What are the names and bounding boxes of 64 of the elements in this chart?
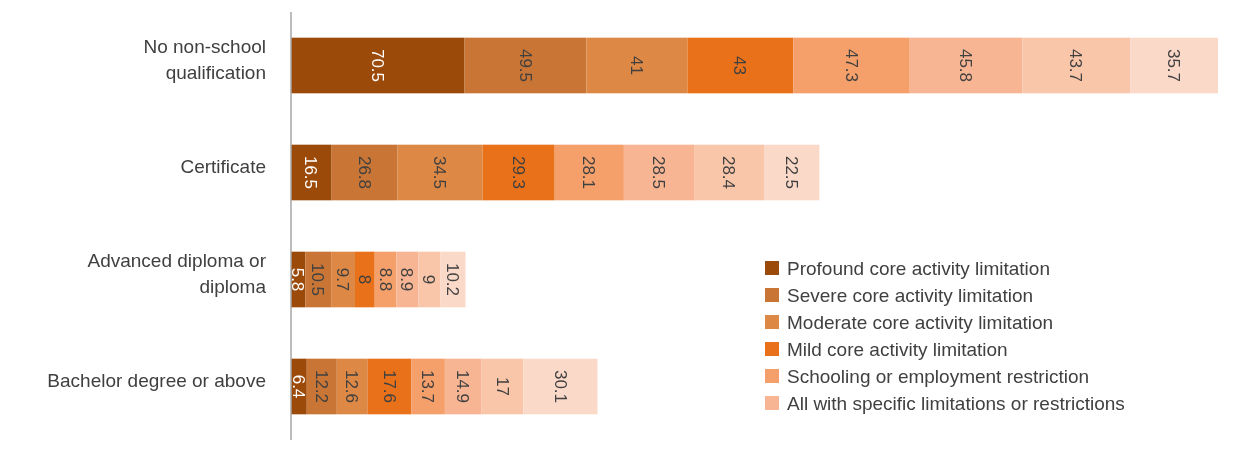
bar	[1022, 37, 1131, 94]
data-label: 12.6	[342, 369, 362, 404]
legend-label: All with specific limitations or restrictions	[787, 392, 1125, 414]
data-label: 9	[419, 274, 439, 285]
bar	[793, 37, 910, 94]
data-label: 28.5	[649, 155, 669, 190]
bar	[464, 37, 587, 94]
bar	[397, 144, 483, 201]
legend-label: Profound core activity limitation	[787, 257, 1050, 279]
bar	[586, 37, 688, 94]
bar	[694, 144, 764, 201]
data-label: 17	[492, 377, 512, 396]
bar	[623, 144, 695, 201]
bar	[444, 358, 482, 415]
y-tick-label: Certificate	[180, 155, 266, 177]
data-label: 30.1	[550, 369, 570, 404]
data-label: 12.2	[311, 369, 331, 404]
data-label: 43.7	[1066, 48, 1086, 83]
data-label: 10.5	[308, 262, 328, 297]
bar	[763, 144, 820, 201]
data-label: 14.9	[453, 369, 473, 404]
data-label: 8.9	[397, 267, 417, 292]
bar	[291, 37, 465, 94]
legend-label: Schooling or employment restriction	[787, 365, 1090, 387]
bar	[909, 37, 1023, 94]
bar	[554, 144, 624, 201]
data-label: 43	[730, 56, 750, 75]
data-label: 28.1	[579, 155, 599, 190]
legend-label: Severe core activity limitation	[787, 284, 1034, 306]
y-tick-label: Bachelor degree or above	[47, 369, 266, 391]
bar	[367, 358, 412, 415]
data-label: 17.6	[379, 369, 399, 404]
bar	[355, 251, 375, 308]
bar	[1130, 37, 1218, 94]
bar	[481, 358, 524, 415]
legend-label: Mild core activity limitation	[787, 338, 1008, 360]
data-label: 28.4	[719, 155, 739, 190]
data-label: 49.5	[515, 48, 535, 83]
data-label: 70.5	[367, 48, 387, 83]
data-label: 35.7	[1164, 48, 1184, 83]
data-label: 34.5	[430, 155, 450, 190]
data-label: 22.5	[781, 155, 801, 190]
data-label: 16.5	[301, 155, 321, 190]
data-label: 45.8	[956, 48, 976, 83]
y-tick-label: Advanced diploma or diploma	[87, 249, 267, 297]
data-label: 8	[354, 274, 374, 285]
y-tick-label: No non-school qualification	[143, 35, 266, 83]
bar	[331, 144, 398, 201]
data-label: 41	[626, 56, 646, 75]
data-label: 10.2	[443, 262, 463, 297]
data-label: 47.3	[841, 48, 861, 83]
data-label: 5.8	[288, 267, 308, 292]
data-label: 9.7	[333, 267, 353, 292]
data-label: 8.8	[375, 267, 395, 292]
legend-label: Moderate core activity limitation	[787, 311, 1054, 333]
data-label: 13.7	[418, 369, 438, 404]
data-label: 29.3	[508, 155, 528, 190]
bar	[687, 37, 794, 94]
bar	[523, 358, 598, 415]
bar	[411, 358, 445, 415]
data-label: 26.8	[354, 155, 374, 190]
data-label: 6.4	[288, 374, 308, 399]
bar	[418, 251, 441, 308]
bar	[482, 144, 555, 201]
